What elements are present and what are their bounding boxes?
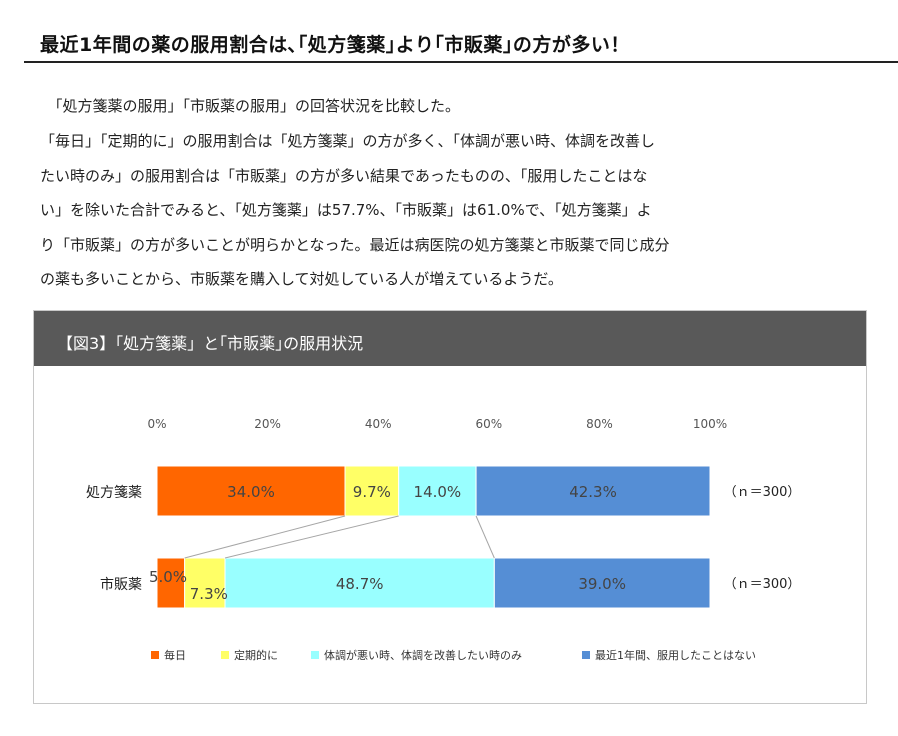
bar-segment (493, 557, 711, 609)
data-label: 9.7% (353, 483, 391, 501)
legend-swatch (311, 651, 319, 659)
legend-swatch (151, 651, 159, 659)
connector-line (224, 515, 399, 559)
category-label: 処方箋薬 (86, 485, 142, 501)
x-tick-label: 80% (586, 417, 613, 431)
figure-title: 【図3】「処方箋薬」と｢市販薬｣の服用状況 (57, 334, 364, 353)
data-label: 42.3% (569, 483, 617, 501)
legend-swatch (582, 651, 590, 659)
legend-label: 最近1年間、服用したことはない (595, 648, 756, 662)
bar-segment (156, 557, 186, 609)
category-label: 市販薬 (100, 576, 142, 593)
x-tick-label: 60% (475, 417, 502, 431)
bar-segment (398, 465, 477, 517)
data-label: 39.0% (578, 575, 626, 593)
x-tick-label: 0% (147, 417, 166, 431)
data-label: 14.0% (414, 483, 462, 501)
sample-size-label: （ｎ＝300） (724, 577, 801, 592)
body-line-1: 「処方箋薬の服用」「市販薬の服用」の回答状況を比較した。 (40, 97, 461, 115)
bar-segment (184, 557, 226, 609)
legend-swatch (221, 651, 229, 659)
headline-rule (24, 61, 898, 63)
body-line-3: たい時のみ」の服用割合は「市販薬」の方が多い結果であったものの、「服用したことは… (40, 167, 648, 185)
x-tick-label: 100% (693, 417, 727, 431)
body-line-2: 「毎日」「定期的に」の服用割合は「処方箋薬」の方が多く、「体調が悪い時、体調を改… (40, 132, 656, 150)
body-line-5: り「市販薬」の方が多いことが明らかとなった。最近は病医院の処方箋薬と市販薬で同じ… (40, 236, 670, 254)
bar-segment (156, 465, 346, 517)
connector-line (184, 515, 346, 559)
figure-panel: 【図3】「処方箋薬」と｢市販薬｣の服用状況 0% 20% 40% 60% 80% 100%… (33, 310, 867, 704)
data-label: 34.0% (227, 483, 275, 501)
data-label: 7.3% (190, 585, 228, 603)
legend-label: 定期的に (234, 648, 278, 662)
data-label: 5.0% (149, 568, 187, 586)
stacked-bar-chart: 0% 20% 40% 60% 80% 100% 処方箋薬 （ｎ＝300） 市販薬 （ｎ＝300） 3… (86, 417, 801, 662)
bar-segment (344, 465, 400, 517)
bar-segment (475, 465, 711, 517)
body-line-6: の薬も多いことから、市販薬を購入して対処している人が増えているようだ。 (40, 270, 563, 288)
legend-label: 体調が悪い時、体調を改善したい時のみ (324, 648, 522, 662)
page-headline: 最近1年間の薬の服用割合は､｢処方箋薬｣より｢市販薬｣の方が多い！ (40, 34, 630, 56)
x-tick-label: 20% (254, 417, 281, 431)
bar-segment (224, 557, 495, 609)
connector-line (475, 515, 495, 559)
sample-size-label: （ｎ＝300） (724, 485, 801, 500)
x-tick-label: 40% (365, 417, 392, 431)
legend-label: 毎日 (164, 649, 186, 662)
figure-header: 【図3】「処方箋薬」と｢市販薬｣の服用状況 (34, 311, 866, 366)
data-label: 48.7% (336, 575, 384, 593)
body-line-4: い」を除いた合計でみると、「処方箋薬」は57.7%、「市販薬」は61.0%で、「… (40, 201, 652, 219)
